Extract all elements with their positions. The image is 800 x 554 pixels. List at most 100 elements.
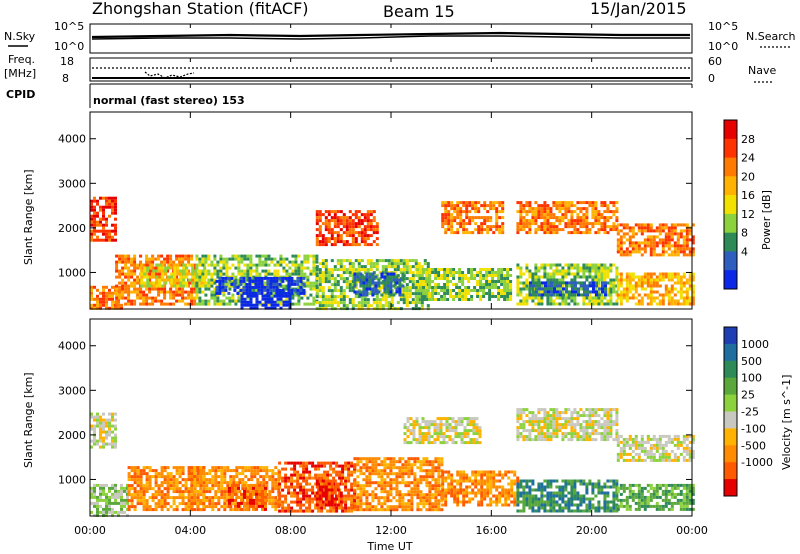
power-cell <box>570 204 574 208</box>
power-cell <box>600 222 604 226</box>
power-cell <box>127 272 131 276</box>
power-cell <box>531 207 535 211</box>
power-cell <box>321 243 325 247</box>
power-cell <box>170 278 174 282</box>
power-cell <box>360 222 364 226</box>
power-cell <box>121 272 125 276</box>
power-cell <box>652 296 656 300</box>
power-cell <box>670 278 674 282</box>
power-cell <box>324 268 328 272</box>
velocity-cell <box>226 502 230 506</box>
power-cell <box>194 278 198 282</box>
velocity-cell <box>287 509 291 513</box>
power-cell <box>195 296 199 300</box>
velocity-cell <box>339 503 343 507</box>
power-cell <box>652 250 656 254</box>
power-cell <box>401 275 405 279</box>
power-cell <box>483 228 487 232</box>
power-cell <box>221 276 225 280</box>
power-cell <box>201 278 205 282</box>
velocity-cell <box>114 412 117 416</box>
velocity-cell <box>308 476 312 480</box>
power-cell <box>195 287 199 291</box>
velocity-cell <box>305 494 309 498</box>
power-cell <box>489 207 493 211</box>
power-cell <box>173 272 177 276</box>
power-cell <box>574 287 577 291</box>
power-cell <box>419 283 423 286</box>
power-cell <box>619 299 623 303</box>
velocity-cell <box>111 424 114 428</box>
power-cell <box>327 304 331 308</box>
power-cell <box>606 225 610 229</box>
power-cell <box>667 272 671 276</box>
power-cell <box>254 285 258 289</box>
velocity-cell <box>133 472 137 476</box>
velocity-cell <box>214 484 218 488</box>
power-cell <box>447 219 451 223</box>
power-cell <box>93 306 96 310</box>
power-cell <box>315 265 319 269</box>
power-cell <box>363 298 367 302</box>
velocity-cell <box>220 469 224 473</box>
velocity-cell <box>214 502 218 506</box>
velocity-cell <box>187 487 191 491</box>
power-cell <box>589 284 592 288</box>
velocity-cell <box>258 495 261 499</box>
power-cell <box>619 302 623 306</box>
power-cell <box>541 293 544 297</box>
power-cell <box>207 263 211 267</box>
power-cell <box>155 275 159 279</box>
power-cell <box>254 282 258 286</box>
power-cell <box>369 268 373 272</box>
power-cell <box>476 271 480 274</box>
power-cell <box>306 257 310 261</box>
power-cell <box>479 271 483 274</box>
power-cell <box>555 263 559 267</box>
power-cell <box>296 282 300 286</box>
power-cell <box>597 290 601 294</box>
power-cell <box>324 259 328 263</box>
power-cell <box>547 287 550 291</box>
power-cell <box>576 213 580 217</box>
power-cell <box>414 286 418 290</box>
velocity-cell <box>237 504 240 508</box>
power-cell <box>459 201 463 205</box>
power-cell <box>375 292 379 296</box>
power-cell <box>640 223 644 227</box>
velocity-cell <box>154 484 158 488</box>
power-cell <box>228 281 232 285</box>
power-ytick-label: 3000 <box>58 177 86 190</box>
velocity-cell <box>157 499 161 503</box>
velocity-cell <box>157 490 161 494</box>
velocity-cell <box>217 487 221 491</box>
power-band-6 <box>240 294 292 310</box>
power-cell <box>351 231 355 235</box>
power-cell <box>145 263 149 267</box>
power-cell <box>318 219 322 223</box>
power-cell <box>603 272 607 276</box>
power-cell <box>152 284 156 288</box>
velocity-cell <box>318 485 322 489</box>
power-cell <box>643 281 647 285</box>
power-cell <box>102 217 105 221</box>
power-cell <box>667 229 671 233</box>
power-cell <box>386 272 390 276</box>
velocity-cell <box>102 436 105 440</box>
power-cell <box>414 283 418 287</box>
velocity-cell <box>211 487 215 491</box>
power-cell <box>396 262 400 266</box>
power-cell <box>600 278 604 282</box>
velocity-cell <box>114 427 117 431</box>
power-cell <box>564 269 568 273</box>
power-cell <box>149 263 153 267</box>
velocity-cell <box>133 496 137 500</box>
power-cell <box>360 228 364 232</box>
velocity-cell <box>133 490 137 494</box>
velocity-cell <box>163 502 167 506</box>
power-cell <box>561 275 565 279</box>
power-cell <box>115 269 119 273</box>
velocity-cell <box>136 484 140 488</box>
power-cell <box>580 281 583 285</box>
power-cell <box>525 213 529 217</box>
